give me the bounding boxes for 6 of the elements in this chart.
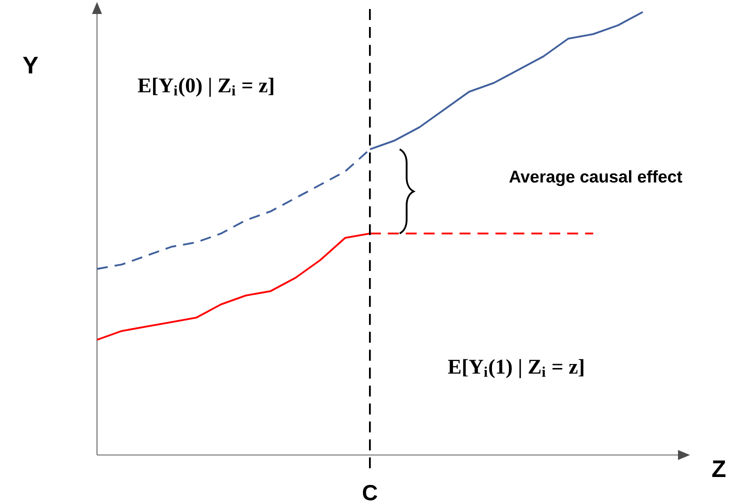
- text: C: [362, 484, 378, 500]
- annotation: E[Y$_{i}$(1) | Z$_{i}$ = z]: [448, 359, 584, 378]
- annotation: E[Y$_{i}$(0) | Z$_{i}$ = z]: [138, 78, 274, 97]
- x-axis-title: Z: [712, 460, 726, 477]
- annotation: Average causal effect: [509, 170, 682, 186]
- y-axis-title: Y: [22, 56, 38, 74]
